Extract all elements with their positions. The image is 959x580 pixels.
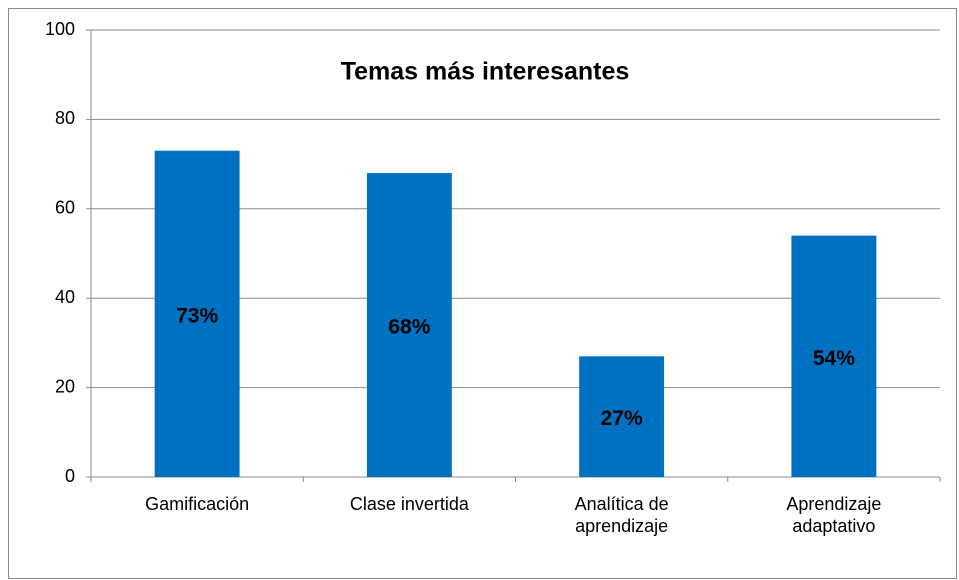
- x-tick-label: Analítica de aprendizaje: [574, 494, 669, 536]
- chart-title: Temas más interesantes: [341, 58, 630, 86]
- y-tick-label: 100: [45, 19, 75, 39]
- data-label: 27%: [601, 407, 643, 430]
- x-tick-label: Aprendizaje adaptativo: [786, 494, 882, 536]
- bar: [791, 235, 877, 477]
- y-tick-label: 20: [55, 376, 75, 396]
- y-tick-label: 80: [55, 108, 75, 128]
- chart-border: [8, 8, 957, 579]
- data-label: 73%: [176, 304, 218, 327]
- bar: [154, 150, 240, 477]
- x-tick-label: Clase invertida: [349, 494, 469, 514]
- data-label: 68%: [388, 316, 430, 339]
- bar: [579, 356, 665, 477]
- y-tick-label: 0: [65, 466, 75, 486]
- x-tick-label: Gamificación: [145, 494, 250, 514]
- y-tick-label: 60: [55, 198, 75, 218]
- data-label: 54%: [813, 347, 855, 370]
- bar: [366, 173, 452, 478]
- y-tick-label: 40: [55, 287, 75, 307]
